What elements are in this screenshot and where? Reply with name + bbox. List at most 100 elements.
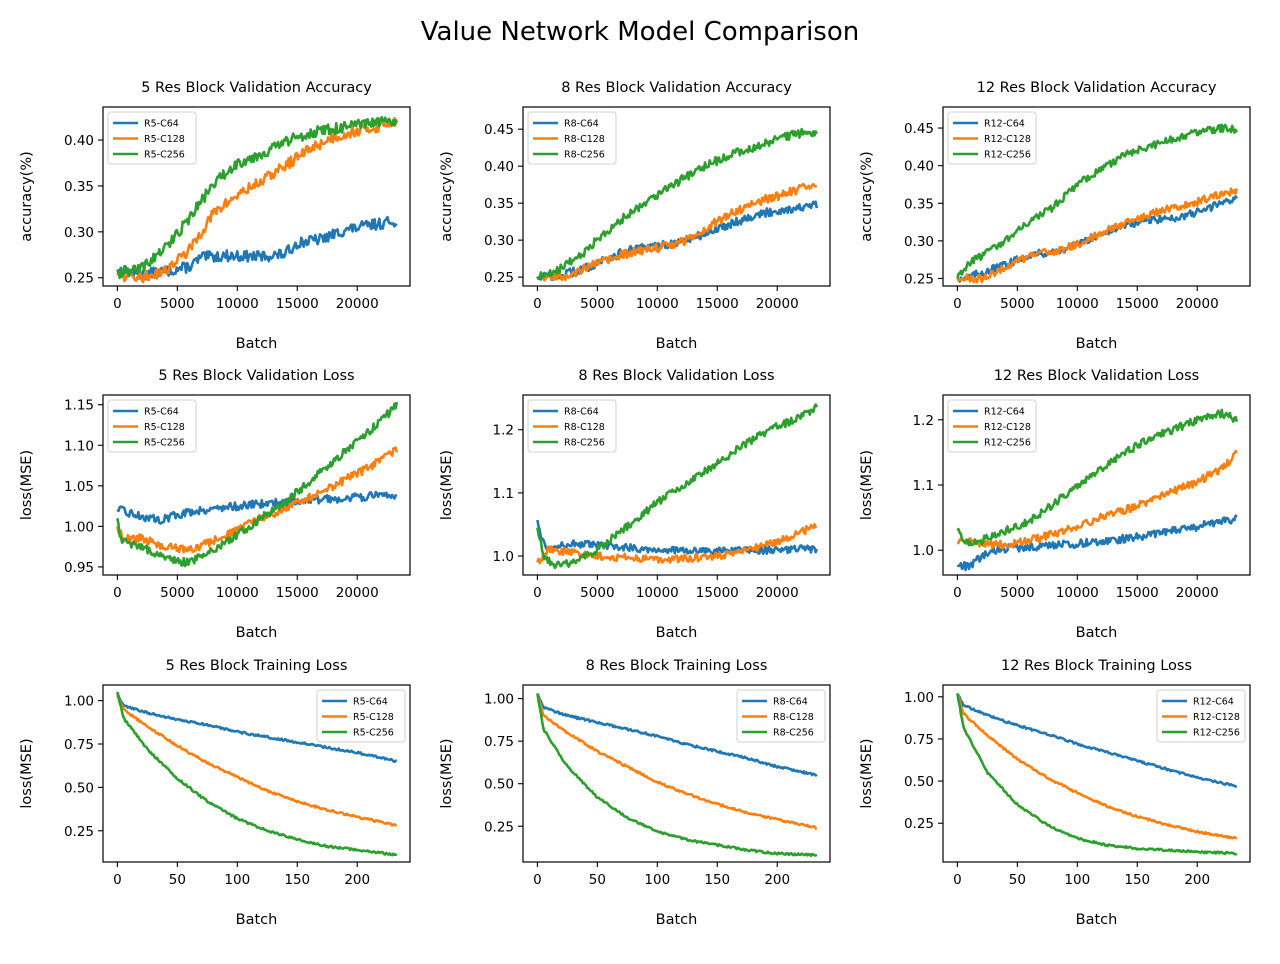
plot-frame xyxy=(522,394,831,576)
legend-entry: R12-C128 xyxy=(984,422,1031,433)
legend: R8-C64 R8-C128 R8-C256 xyxy=(527,399,617,453)
x-axis-label: Batch xyxy=(236,336,278,352)
series-line-R8-C64 xyxy=(536,692,818,778)
y-tick-label: 1.1 xyxy=(493,486,514,502)
x-tick-label: 15000 xyxy=(696,296,739,312)
subplot-6: 0 5000 10000 15000 20000 1.0 1.1 1.2 12 Res Bloc… xyxy=(859,368,1251,641)
x-tick-label: 5000 xyxy=(1000,296,1034,312)
y-tick-label: 0.50 xyxy=(904,774,934,790)
legend-entry: R12-C64 xyxy=(984,119,1025,130)
y-tick-label: 0.75 xyxy=(64,737,94,753)
legend: R5-C64 R5-C128 R5-C256 xyxy=(107,111,197,165)
y-tick-label: 1.0 xyxy=(493,549,514,565)
legend-box xyxy=(527,399,617,453)
legend-entry: R5-C128 xyxy=(353,712,394,723)
x-tick-label: 0 xyxy=(953,585,962,601)
y-tick-label: 0.25 xyxy=(64,824,94,840)
x-tick-label: 15000 xyxy=(276,296,319,312)
subplot-title: 5 Res Block Validation Accuracy xyxy=(141,80,372,96)
y-tick-label: 0.25 xyxy=(904,816,934,832)
subplot-8: 0 50 100 150 200 0.25 0.50 0.75 1.00 8 Res Block … xyxy=(439,658,831,928)
y-tick-label: 0.75 xyxy=(904,732,934,748)
y-axis-label: accuracy(%) xyxy=(859,151,875,242)
y-axis-label: loss(MSE) xyxy=(19,738,35,808)
y-tick-label: 1.10 xyxy=(64,438,94,454)
x-tick-label: 20000 xyxy=(756,585,799,601)
plot-frame xyxy=(102,684,411,863)
series-line-R5-C64 xyxy=(116,490,398,525)
plot-frame xyxy=(522,106,831,287)
series-line-R5-C256 xyxy=(116,691,398,857)
y-tick-label: 0.30 xyxy=(64,225,94,241)
y-tick-label: 0.25 xyxy=(484,819,514,835)
legend: R12-C64 R12-C128 R12-C256 xyxy=(947,399,1037,453)
y-axis-label: loss(MSE) xyxy=(439,738,455,808)
x-axis-label: Batch xyxy=(236,912,278,928)
x-tick-label: 200 xyxy=(764,872,790,888)
legend: R12-C64 R12-C128 R12-C256 xyxy=(1156,689,1246,743)
x-tick-label: 20000 xyxy=(1176,296,1219,312)
x-tick-label: 100 xyxy=(644,872,670,888)
x-tick-label: 5000 xyxy=(160,585,194,601)
y-tick-label: 0.40 xyxy=(484,159,514,175)
series-line-R8-C64 xyxy=(536,519,819,556)
y-tick-label: 1.1 xyxy=(913,478,934,494)
legend-entry: R5-C64 xyxy=(353,697,388,708)
x-tick-label: 0 xyxy=(113,872,122,888)
series-line-R5-C64 xyxy=(116,693,397,764)
legend-box xyxy=(107,111,197,165)
x-tick-label: 0 xyxy=(533,585,542,601)
subplot-7: 0 50 100 150 200 0.25 0.50 0.75 1.00 5 Res Block … xyxy=(19,658,411,928)
subplot-3: 0 5000 10000 15000 20000 0.25 0.30 0.35 0.40 0.45… xyxy=(859,80,1251,352)
subplot-2: 0 5000 10000 15000 20000 0.25 0.30 0.35 0.40 0.45… xyxy=(439,80,831,352)
legend-entry: R5-C128 xyxy=(144,134,185,145)
subplot-4: 0 5000 10000 15000 20000 0.95 1.00 1.05 1.10 1.15… xyxy=(19,368,411,641)
series-line-R8-C128 xyxy=(536,693,818,831)
legend-box xyxy=(107,399,197,453)
x-axis-label: Batch xyxy=(236,625,278,641)
legend-entry: R12-C128 xyxy=(1193,712,1240,723)
x-tick-label: 20000 xyxy=(1176,585,1219,601)
x-tick-label: 150 xyxy=(1124,872,1150,888)
subplot-title: 5 Res Block Validation Loss xyxy=(158,368,354,384)
y-tick-label: 0.75 xyxy=(484,734,514,750)
x-tick-label: 50 xyxy=(1009,872,1026,888)
y-tick-label: 1.00 xyxy=(64,694,94,710)
y-tick-label: 0.45 xyxy=(484,122,514,138)
x-tick-label: 10000 xyxy=(1056,296,1099,312)
y-axis-label: accuracy(%) xyxy=(439,151,455,242)
x-tick-label: 5000 xyxy=(160,296,194,312)
x-tick-label: 10000 xyxy=(636,296,679,312)
y-axis-label: loss(MSE) xyxy=(859,450,875,520)
series-line-R8-C256 xyxy=(536,693,818,858)
legend-entry: R12-C256 xyxy=(984,438,1031,449)
legend-entry: R12-C256 xyxy=(984,150,1031,161)
y-tick-label: 1.0 xyxy=(913,543,934,559)
legend-entry: R5-C128 xyxy=(144,422,185,433)
y-tick-label: 1.15 xyxy=(64,398,94,414)
series-line-R5-C256 xyxy=(116,401,399,568)
x-tick-label: 10000 xyxy=(636,585,679,601)
y-axis-label: loss(MSE) xyxy=(439,450,455,520)
legend-entry: R8-C64 xyxy=(773,697,808,708)
x-axis-label: Batch xyxy=(1076,336,1118,352)
y-tick-label: 1.2 xyxy=(493,423,514,439)
legend-entry: R8-C128 xyxy=(564,134,605,145)
legend-entry: R5-C64 xyxy=(144,119,179,130)
series-line-R5-C128 xyxy=(116,694,398,827)
legend-entry: R8-C256 xyxy=(564,150,605,161)
x-tick-label: 200 xyxy=(344,872,370,888)
subplot-title: 12 Res Block Validation Accuracy xyxy=(977,80,1217,96)
legend-entry: R5-C256 xyxy=(144,438,185,449)
subplot-5: 0 5000 10000 15000 20000 1.0 1.1 1.2 8 Res Block… xyxy=(439,368,831,641)
y-tick-label: 1.00 xyxy=(904,690,934,706)
x-tick-label: 5000 xyxy=(580,585,614,601)
subplot-title: 8 Res Block Training Loss xyxy=(586,658,768,674)
series-line-R12-C64 xyxy=(956,692,1238,789)
y-tick-label: 0.35 xyxy=(904,196,934,212)
x-tick-label: 200 xyxy=(1184,872,1210,888)
y-tick-label: 0.45 xyxy=(904,121,934,137)
x-tick-label: 15000 xyxy=(1116,585,1159,601)
x-tick-label: 10000 xyxy=(216,585,259,601)
y-tick-label: 0.50 xyxy=(64,780,94,796)
